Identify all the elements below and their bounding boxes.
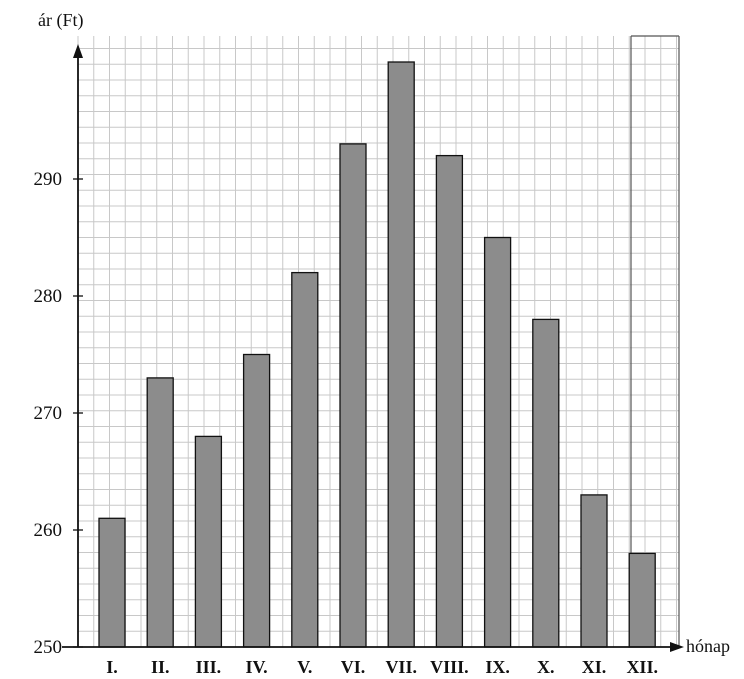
bars bbox=[98, 61, 656, 648]
bar-6 bbox=[339, 143, 367, 648]
x-tick-label: X. bbox=[537, 657, 555, 677]
bar-3 bbox=[194, 435, 223, 648]
grid bbox=[77, 35, 680, 648]
axes bbox=[62, 44, 684, 652]
x-tick-labels: I. II. III. IV. V. VI. VII. VIII. IX. X. XI. XII. bbox=[106, 657, 658, 677]
x-tick-label: VI. bbox=[341, 657, 366, 677]
bar-10 bbox=[532, 318, 560, 648]
x-axis-arrow bbox=[670, 642, 684, 652]
y-tick-label: 260 bbox=[34, 520, 63, 541]
x-tick-label: III. bbox=[196, 657, 222, 677]
bar-5 bbox=[291, 271, 319, 648]
x-tick-label: XI. bbox=[582, 657, 607, 677]
bar-1 bbox=[98, 517, 126, 648]
bar-2 bbox=[146, 377, 174, 648]
y-axis-arrow bbox=[73, 44, 83, 58]
x-tick-label: IV. bbox=[246, 657, 268, 677]
y-tick-label: 280 bbox=[34, 286, 63, 307]
x-tick-label: XII. bbox=[626, 657, 658, 677]
x-tick-label: II. bbox=[151, 657, 170, 677]
x-axis-label: hónap bbox=[686, 636, 730, 656]
x-tick-label: V. bbox=[297, 657, 312, 677]
y-tick-label: 250 bbox=[34, 637, 63, 658]
y-tick-label: 290 bbox=[34, 169, 63, 190]
bar-7 bbox=[387, 61, 415, 648]
bar-11 bbox=[580, 494, 608, 648]
bar-8 bbox=[435, 154, 464, 648]
x-tick-label: VII. bbox=[385, 657, 417, 677]
y-tick-label: 270 bbox=[34, 403, 63, 424]
bar-4 bbox=[242, 353, 271, 648]
bar-9 bbox=[483, 236, 512, 648]
x-tick-label: I. bbox=[106, 657, 118, 677]
y-tick-labels: 250 260 270 280 290 bbox=[34, 169, 63, 658]
bar-12 bbox=[628, 552, 656, 648]
y-axis-label: ár (Ft) bbox=[38, 10, 83, 31]
x-tick-label: VIII. bbox=[430, 657, 469, 677]
x-tick-label: IX. bbox=[485, 657, 510, 677]
